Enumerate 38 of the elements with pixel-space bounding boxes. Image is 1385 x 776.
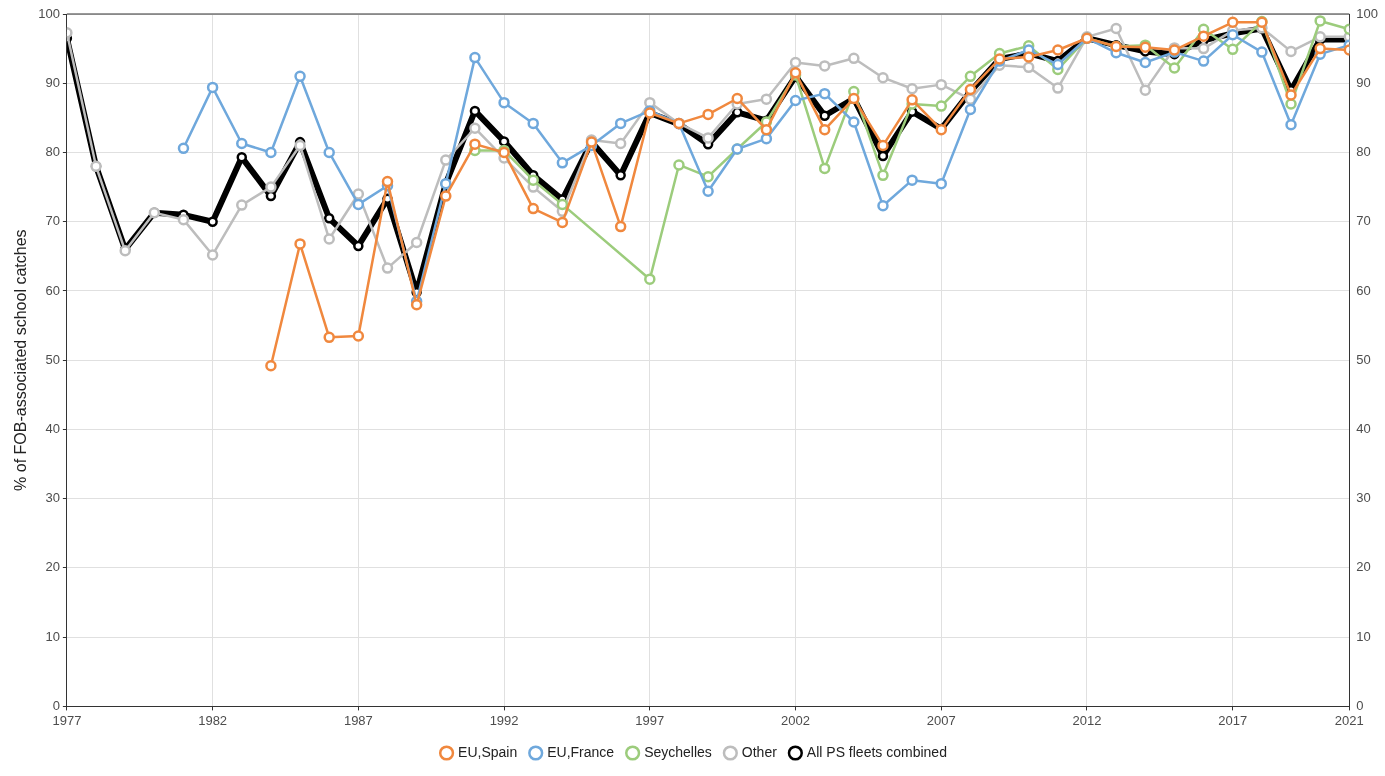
y2-tick-label: 80 [1356,144,1371,160]
y2-tick-label: 40 [1356,421,1371,437]
y-tick-label: 50 [45,351,60,367]
y2-tick-label: 0 [1356,697,1364,713]
legend-label: Seychelles [644,743,712,760]
x-tick-label: 1987 [343,712,373,728]
x-tick-label: 2002 [781,712,810,728]
legend-label: EU,France [547,743,615,760]
y2-tick-label: 30 [1356,490,1371,506]
legend-label: All PS fleets combined [806,743,947,760]
x-tick-label: 2007 [926,712,956,728]
y-tick-label: 70 [45,213,60,229]
y-tick-label: 30 [45,490,60,506]
y2-tick-label: 90 [1356,74,1371,90]
y2-tick-label: 50 [1356,351,1371,367]
y2-tick-label: 60 [1356,282,1371,298]
x-tick-label: 1997 [635,712,665,728]
y-tick-label: 60 [45,282,60,298]
y-tick-label: 100 [38,5,60,21]
y-tick-label: 20 [45,559,60,575]
y-tick-label: 10 [45,628,60,644]
x-tick-label: 1982 [198,712,228,728]
y-tick-label: 40 [45,421,60,437]
y-tick-label: 90 [45,74,60,90]
x-tick-label: 1977 [52,712,82,728]
y2-tick-label: 100 [1356,5,1379,21]
x-tick-label: 1992 [489,712,519,728]
y2-tick-label: 10 [1356,628,1371,644]
x-tick-label: 2012 [1072,712,1102,728]
y2-tick-label: 20 [1356,559,1371,575]
legend-label: Other [741,743,778,760]
y-axis-title: % of FOB-associated school catches [12,229,30,491]
x-tick-label: 2017 [1218,712,1248,728]
y-tick-label: 0 [52,697,60,713]
y-tick-label: 80 [45,144,60,160]
x-tick-label: 2021 [1334,712,1364,728]
legend-label: EU,Spain [458,743,518,760]
y2-tick-label: 70 [1356,213,1371,229]
